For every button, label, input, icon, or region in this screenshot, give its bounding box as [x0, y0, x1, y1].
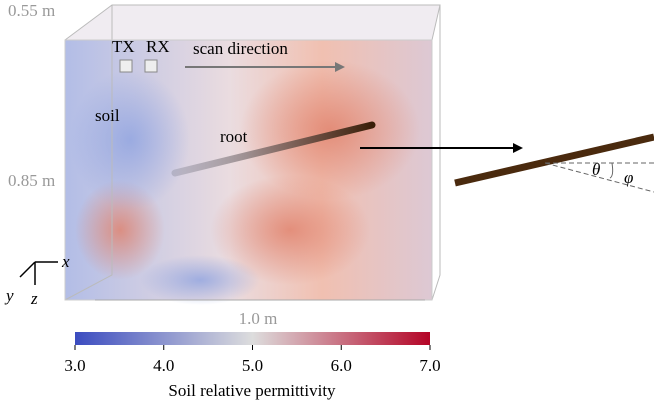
zoom-arrowhead	[513, 143, 523, 153]
axis-label: y	[4, 286, 14, 305]
dim-label: 1.0 m	[239, 309, 278, 328]
phi-label: φ	[624, 168, 633, 187]
colorbar-tick-label: 7.0	[419, 356, 440, 375]
colorbar-tick-label: 4.0	[153, 356, 174, 375]
colorbar-tick-label: 6.0	[331, 356, 352, 375]
axis-label: x	[61, 252, 70, 271]
figure: 0.55 m 0.85 m 1.0 m TX RX scan direction…	[0, 0, 654, 413]
colorbar-tick-label: 5.0	[242, 356, 263, 375]
soil-label: soil	[95, 106, 120, 125]
axes-indicator	[20, 262, 58, 285]
theta-label: θ	[592, 160, 600, 179]
rx-label: RX	[146, 37, 170, 56]
axis-label: z	[30, 289, 38, 308]
tx-label: TX	[112, 37, 135, 56]
colorbar	[75, 332, 430, 345]
angle-arc	[610, 163, 613, 178]
scan-label: scan direction	[193, 39, 288, 58]
dim-label: 0.85 m	[8, 171, 55, 190]
dim-label: 0.55 m	[8, 1, 55, 20]
colorbar-title: Soil relative permittivity	[168, 381, 336, 400]
root-label: root	[220, 127, 248, 146]
colorbar-tick-label: 3.0	[64, 356, 85, 375]
